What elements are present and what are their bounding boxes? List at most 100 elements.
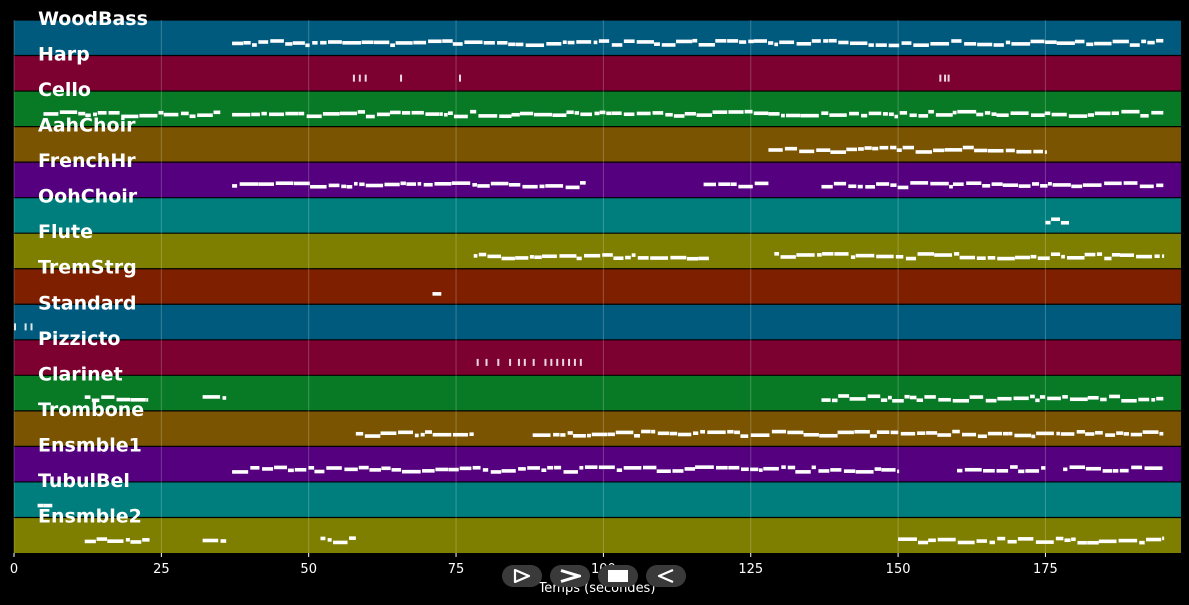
- track-lane: [14, 304, 1181, 340]
- note: [744, 109, 753, 114]
- track-lane: [14, 410, 1181, 447]
- note: [976, 112, 984, 117]
- gridlines: [13, 20, 1046, 553]
- note: [890, 183, 897, 187]
- note: [834, 252, 849, 256]
- note: [656, 469, 671, 474]
- note: [910, 181, 929, 185]
- note: [1031, 434, 1036, 439]
- note: [417, 182, 422, 186]
- note: [352, 74, 355, 82]
- track-lane: [14, 481, 1181, 518]
- note: [411, 110, 424, 115]
- note: [320, 40, 327, 45]
- track-lane: [14, 162, 1181, 198]
- note: [1044, 150, 1047, 154]
- note: [308, 466, 315, 470]
- note: [220, 539, 227, 543]
- note: [740, 434, 749, 438]
- note: [464, 40, 483, 45]
- note: [1013, 396, 1029, 401]
- note: [232, 184, 238, 188]
- note: [784, 146, 798, 151]
- note: [470, 109, 477, 114]
- note: [401, 111, 411, 115]
- note: [821, 184, 833, 189]
- note: [294, 467, 307, 472]
- note: [623, 466, 642, 470]
- note: [1036, 431, 1054, 436]
- note: [897, 185, 909, 190]
- note: [1035, 540, 1054, 544]
- note: [843, 469, 856, 473]
- note: [1119, 468, 1129, 473]
- note: [657, 431, 670, 436]
- note: [239, 182, 259, 186]
- note: [698, 43, 715, 47]
- note: [534, 255, 542, 260]
- note: [146, 398, 149, 402]
- note: [275, 181, 294, 186]
- note: [515, 42, 524, 47]
- note: [888, 112, 894, 117]
- note: [959, 255, 975, 260]
- note: [1154, 254, 1160, 259]
- note: [1096, 252, 1103, 256]
- track-labels: WoodBass Harp Cello AahChoir FrenchHr OohChoi…: [38, 8, 148, 527]
- note: [750, 433, 770, 437]
- note: [897, 469, 900, 474]
- stop-button[interactable]: [598, 565, 638, 587]
- note: [320, 536, 326, 541]
- note: [1051, 217, 1061, 222]
- note: [565, 185, 580, 190]
- note: [1031, 182, 1040, 186]
- note: [830, 150, 846, 154]
- note: [849, 111, 859, 116]
- note: [1156, 396, 1164, 401]
- note: [916, 398, 924, 403]
- note: [1071, 537, 1076, 542]
- note: [673, 114, 685, 118]
- next-button[interactable]: [550, 565, 590, 587]
- note: [406, 182, 417, 186]
- note: [333, 540, 348, 545]
- note: [568, 358, 571, 366]
- note: [611, 43, 623, 47]
- track-lane: [14, 446, 1181, 482]
- track-label: OohChoir: [38, 186, 138, 208]
- note: [544, 358, 547, 366]
- note: [1162, 536, 1165, 541]
- note: [890, 430, 899, 435]
- note: [1147, 40, 1155, 45]
- note: [567, 431, 573, 435]
- note: [518, 467, 526, 471]
- note: [611, 111, 622, 116]
- note: [677, 432, 692, 437]
- rewind-icon: [657, 569, 674, 583]
- note: [469, 432, 474, 436]
- note: [101, 395, 115, 399]
- note: [84, 395, 91, 399]
- note: [1002, 183, 1019, 187]
- note: [631, 253, 636, 257]
- play-button[interactable]: [502, 565, 542, 587]
- note: [1084, 252, 1096, 257]
- note: [232, 41, 244, 46]
- note: [1086, 42, 1094, 47]
- note: [1123, 181, 1138, 185]
- note: [672, 469, 684, 473]
- note: [700, 429, 705, 434]
- note: [121, 114, 139, 119]
- tick-label: 0: [10, 562, 18, 577]
- note: [728, 465, 740, 470]
- note: [1138, 397, 1150, 402]
- note: [1014, 433, 1032, 438]
- rewind-button[interactable]: [646, 565, 686, 587]
- note: [93, 112, 98, 117]
- note: [894, 114, 899, 119]
- note: [846, 147, 858, 152]
- note: [37, 503, 44, 508]
- note: [939, 74, 942, 82]
- note: [616, 468, 623, 472]
- note: [779, 40, 795, 45]
